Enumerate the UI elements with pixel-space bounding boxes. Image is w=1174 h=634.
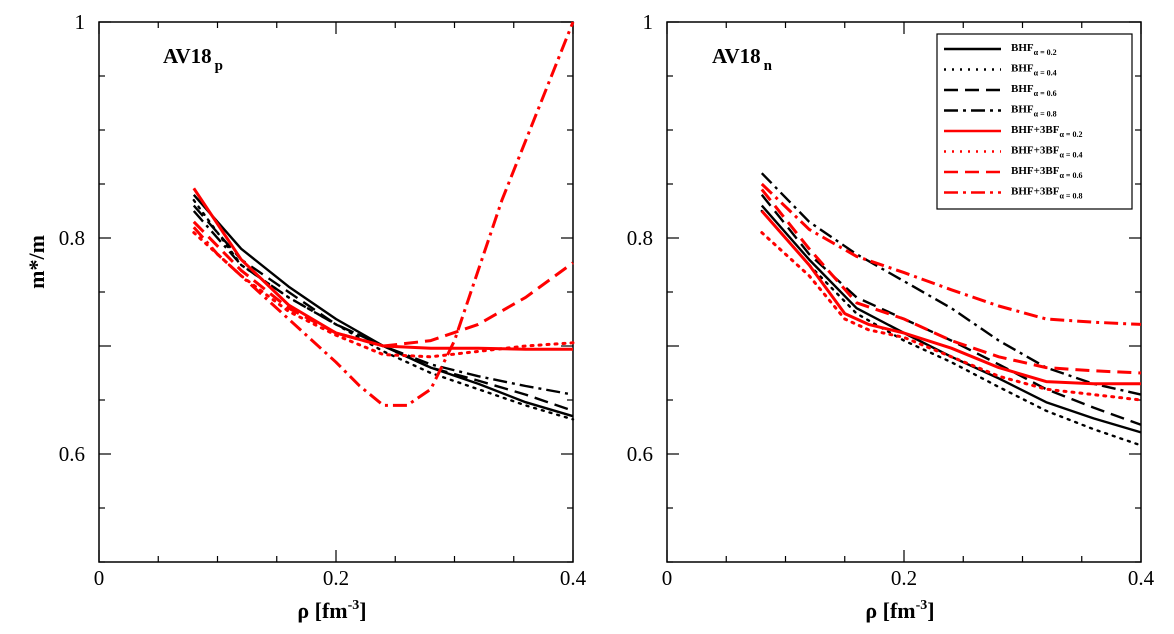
series-line bbox=[192, 231, 575, 359]
legend-label: BHF+3BFα = 0.8 bbox=[1011, 186, 1082, 201]
series-line bbox=[760, 188, 1142, 375]
legend-label-subscript: α = 0.2 bbox=[1034, 48, 1057, 57]
legend-label-main: BHF bbox=[1011, 104, 1034, 116]
series-line bbox=[192, 220, 574, 348]
legend-label: BHF+3BFα = 0.4 bbox=[1011, 145, 1082, 160]
panel-label: AV18 p bbox=[163, 44, 223, 74]
legend-label-subscript: α = 0.6 bbox=[1034, 89, 1057, 98]
x-tick-label: 0.4 bbox=[1128, 566, 1155, 590]
x-axis-title-main: ρ [fm bbox=[297, 598, 347, 623]
legend-label-main: BHF+3BF bbox=[1011, 186, 1060, 198]
series-line bbox=[192, 204, 574, 412]
legend-frame bbox=[936, 33, 1133, 210]
panel-label-subscript: p bbox=[215, 58, 223, 74]
x-axis-title-bracket: ] bbox=[359, 598, 366, 623]
y-tick-label: 1 bbox=[643, 10, 654, 34]
legend-label-subscript: α = 0.4 bbox=[1059, 151, 1082, 160]
series-line bbox=[760, 194, 1142, 426]
legend-label: BHF+3BFα = 0.2 bbox=[1011, 124, 1082, 139]
series-line bbox=[760, 204, 1142, 434]
series-line bbox=[760, 209, 1143, 447]
series-line bbox=[760, 210, 1141, 386]
y-tick-label: 0.8 bbox=[59, 226, 85, 250]
x-tick-label: 0 bbox=[662, 566, 673, 590]
y-tick-label: 0.6 bbox=[627, 442, 653, 466]
series-line bbox=[192, 194, 574, 418]
x-tick-label: 0.2 bbox=[323, 566, 349, 590]
legend-label-subscript: α = 0.6 bbox=[1059, 171, 1082, 180]
x-axis-title-exponent: -3 bbox=[348, 598, 360, 613]
series-line bbox=[760, 231, 1143, 402]
x-tick-label: 0 bbox=[94, 566, 105, 590]
x-tick-label: 0.4 bbox=[560, 566, 587, 590]
x-tick-label: 0.2 bbox=[891, 566, 917, 590]
legend-label-main: BHF+3BF bbox=[1011, 145, 1060, 157]
series-line bbox=[192, 187, 573, 351]
legend-label-subscript: α = 0.8 bbox=[1034, 110, 1057, 119]
series-line bbox=[760, 182, 1142, 326]
legend-label: BHF+3BFα = 0.6 bbox=[1011, 165, 1082, 180]
x-axis-title-main: ρ [fm bbox=[865, 598, 915, 623]
legend-label-main: BHF bbox=[1011, 83, 1034, 95]
x-axis-title-exponent: -3 bbox=[916, 598, 928, 613]
legend-label: BHFα = 0.2 bbox=[1011, 42, 1057, 57]
panel-label: AV18 n bbox=[712, 44, 773, 74]
plot-frame bbox=[98, 21, 574, 563]
y-tick-label: 0.8 bbox=[627, 226, 653, 250]
legend-label-main: BHF bbox=[1011, 42, 1034, 54]
series-line bbox=[192, 210, 574, 396]
panel-label-main: AV18 bbox=[163, 44, 212, 68]
y-tick-label: 1 bbox=[75, 10, 86, 34]
x-axis-title-bracket: ] bbox=[927, 598, 934, 623]
left-panel: 0 0.2 0.4 0.6 0.8 1 ρ [fm-3] m*/m AV18 p bbox=[24, 10, 587, 623]
series-line bbox=[192, 21, 575, 407]
panel-label-main: AV18 bbox=[712, 44, 761, 68]
y-axis-title: m*/m bbox=[24, 235, 49, 289]
legend-label: BHFα = 0.4 bbox=[1011, 63, 1057, 78]
right-panel: 0 0.2 0.4 0.6 0.8 1 ρ [fm-3] AV18 n bbox=[627, 10, 1155, 623]
legend-label-main: BHF+3BF bbox=[1011, 124, 1060, 136]
x-axis-title: ρ [fm-3] bbox=[297, 598, 366, 623]
legend-label-main: BHF+3BF bbox=[1011, 165, 1060, 177]
legend-label: BHFα = 0.8 bbox=[1011, 104, 1057, 119]
legend-label-subscript: α = 0.8 bbox=[1059, 192, 1082, 201]
series-line bbox=[760, 172, 1142, 396]
panel-label-subscript: n bbox=[764, 58, 773, 74]
legend-label-subscript: α = 0.4 bbox=[1034, 69, 1057, 78]
y-tick-label: 0.6 bbox=[59, 442, 85, 466]
legend-label: BHFα = 0.6 bbox=[1011, 83, 1057, 98]
x-axis-title: ρ [fm-3] bbox=[865, 598, 934, 623]
legend-label-main: BHF bbox=[1011, 63, 1034, 75]
series-line bbox=[192, 198, 575, 421]
legend-label-subscript: α = 0.2 bbox=[1059, 130, 1082, 139]
